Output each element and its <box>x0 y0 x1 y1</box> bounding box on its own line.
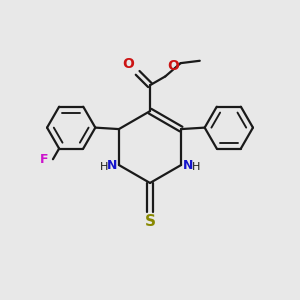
Text: H: H <box>192 162 201 172</box>
Text: N: N <box>107 158 118 172</box>
Text: O: O <box>167 59 179 74</box>
Text: H: H <box>99 162 108 172</box>
Text: F: F <box>40 153 49 166</box>
Text: O: O <box>122 57 134 71</box>
Text: N: N <box>182 158 193 172</box>
Text: S: S <box>145 214 155 230</box>
